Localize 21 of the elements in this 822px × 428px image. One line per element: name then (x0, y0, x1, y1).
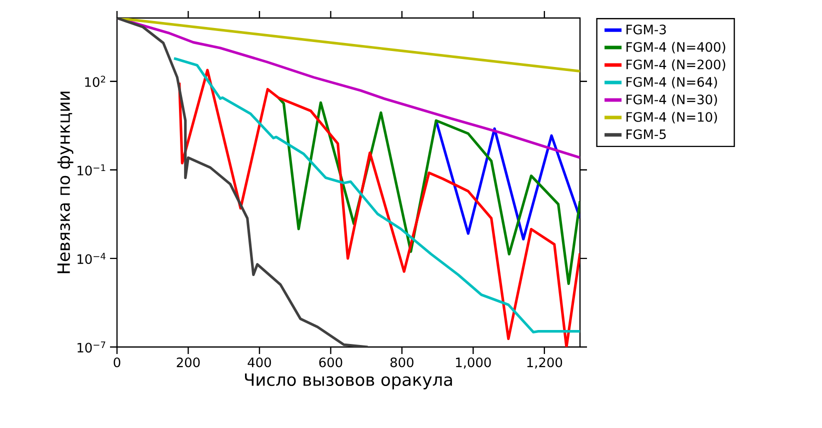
line-series (117, 18, 370, 348)
legend-label: FGM-4 (N=10) (626, 112, 717, 124)
legend-label: FGM-5 (626, 129, 666, 140)
x-tick-label: 600 (319, 358, 342, 368)
x-tick-label: 400 (248, 358, 271, 368)
y-tick-label: 10$^{−7}$ (78, 341, 106, 353)
legend-label: FGM-4 (N=200) (626, 59, 726, 71)
x-tick-label: 1,200 (527, 358, 562, 369)
legend-label: FGM-4 (N=64) (626, 76, 717, 88)
legend-label: FGM-4 (N=30) (626, 94, 717, 106)
x-tick-label: 200 (176, 358, 200, 368)
x-axis-title: Число вызовов оракула (245, 373, 452, 390)
y-tick-label: 10$^{−1}$ (78, 164, 106, 176)
legend-label: FGM-4 (N=400) (626, 42, 726, 54)
y-tick-label: 10$^{2}$ (85, 76, 106, 87)
y-axis-title: Невязка по функции (57, 92, 74, 274)
x-tick-label: 1,000 (456, 358, 491, 369)
legend-label: FGM-3 (626, 24, 666, 34)
x-tick-label: 0 (114, 358, 120, 368)
y-tick-label: 10$^{−4}$ (78, 252, 106, 264)
x-tick-label: 800 (390, 358, 414, 368)
